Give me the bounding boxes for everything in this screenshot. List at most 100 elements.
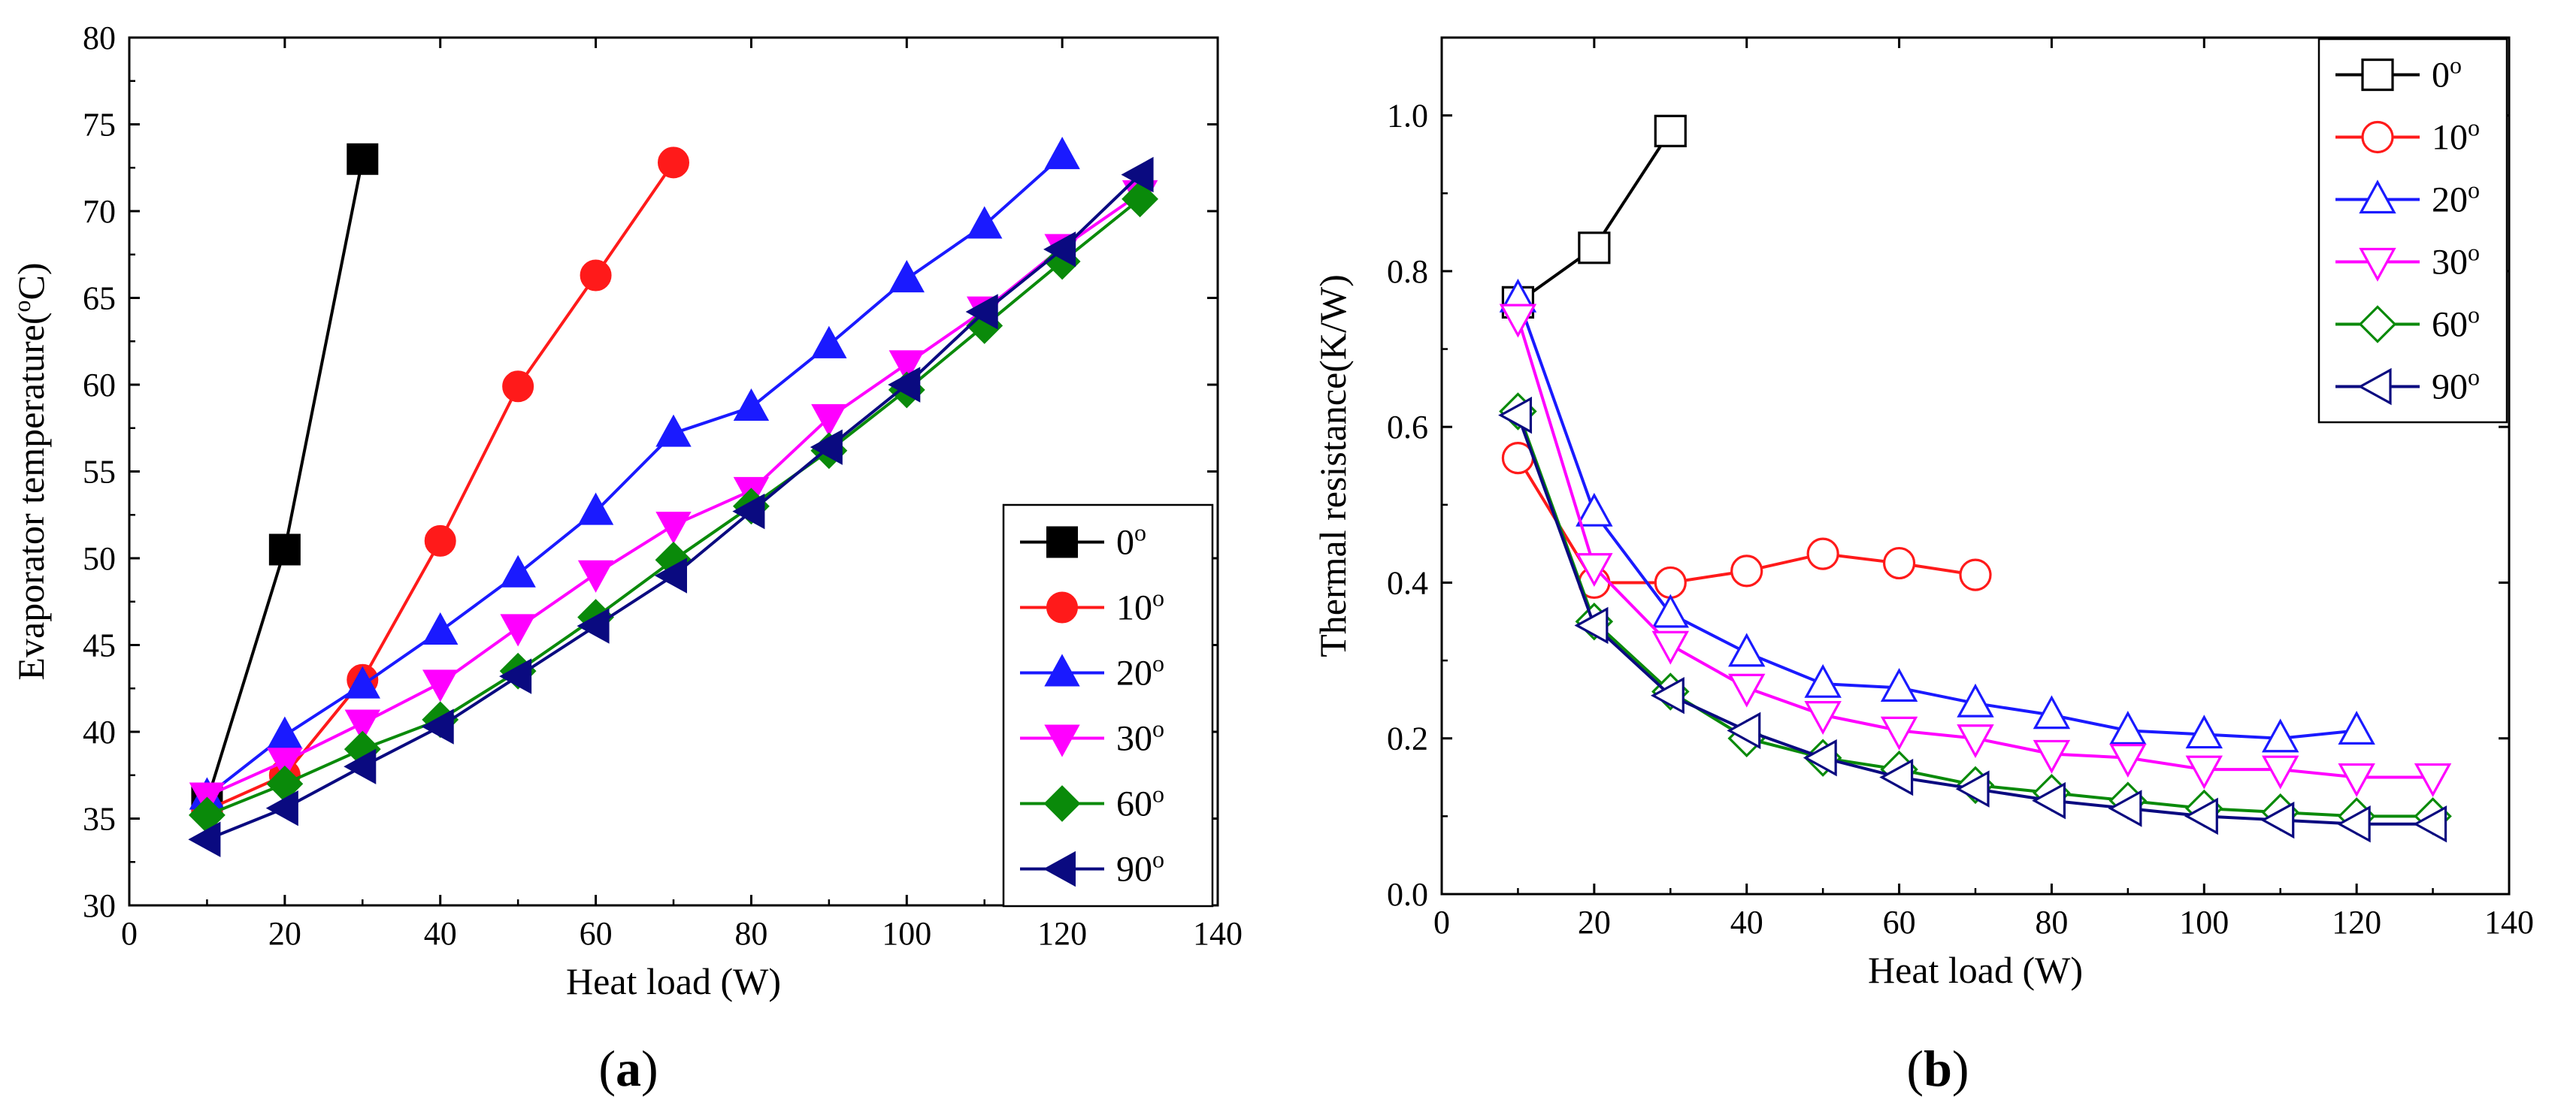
data-point-30o <box>811 403 847 437</box>
legend-item-0o: 0o <box>2335 52 2462 95</box>
x-axis-title: Heat load (W) <box>566 960 781 1002</box>
data-point-30o <box>1499 304 1537 338</box>
data-point-90o <box>2336 805 2371 843</box>
x-tick-label: 140 <box>1193 915 1243 952</box>
x-tick-label: 140 <box>2484 904 2534 941</box>
legend-label-20o: 20o <box>1116 650 1164 693</box>
data-point-90o <box>1650 677 1685 715</box>
data-point-20o <box>1880 668 1918 702</box>
data-point-20o <box>422 612 459 645</box>
y-tick-label: 0.0 <box>1387 876 1428 913</box>
data-point-20o <box>1957 683 1994 718</box>
y-tick-label: 35 <box>83 801 116 838</box>
panel-label-a: (a) <box>598 1040 658 1097</box>
series-line-90o <box>206 174 1141 842</box>
x-tick-label: 120 <box>2332 904 2381 941</box>
data-point-90o <box>1955 770 1990 808</box>
x-tick-label: 120 <box>1037 915 1087 952</box>
y-tick-label: 60 <box>83 367 116 403</box>
legend-item-60o: 60o <box>1020 781 1164 824</box>
x-axis-title: Heat load (W) <box>1868 949 2083 991</box>
data-point-30o <box>1576 553 1613 588</box>
data-point-30o <box>267 748 303 781</box>
legend-item-60o: 60o <box>2335 301 2480 345</box>
series-30o <box>1499 304 2452 797</box>
data-point-20o <box>2262 718 2299 753</box>
data-point-10o <box>580 259 612 292</box>
data-point-0o <box>1578 231 1611 264</box>
data-point-30o <box>1957 724 1994 759</box>
x-tick-label: 80 <box>734 915 767 952</box>
legend-label-0o: 0o <box>1116 519 1146 563</box>
data-point-90o <box>2413 805 2447 843</box>
legend-marker-60o <box>1043 785 1081 822</box>
data-point-10o <box>1806 537 1839 570</box>
x-tick-label: 100 <box>882 915 931 952</box>
data-point-20o <box>344 666 380 699</box>
y-axis-title: Evaporator temperature(oC) <box>8 262 52 680</box>
data-point-90o <box>2032 781 2066 820</box>
series-60o <box>1499 392 2452 835</box>
data-point-90o <box>654 557 687 594</box>
data-point-90o <box>2184 797 2218 835</box>
data-point-90o <box>265 790 298 826</box>
data-point-20o <box>811 325 847 358</box>
series-90o <box>188 156 1154 857</box>
series-20o <box>1499 278 2375 753</box>
x-tick-label: 20 <box>268 915 301 952</box>
data-point-20o <box>1728 633 1766 667</box>
data-point-30o <box>1728 673 1766 708</box>
series-line-60o <box>206 198 1141 817</box>
data-point-10o <box>1654 566 1687 600</box>
y-tick-label: 40 <box>83 714 116 751</box>
data-point-20o <box>1576 492 1613 527</box>
x-tick-label: 0 <box>121 915 138 952</box>
x-tick-label: 20 <box>1578 904 1611 941</box>
data-point-30o <box>2338 763 2375 797</box>
y-tick-label: 0.2 <box>1387 721 1428 757</box>
chart-panel-a: 0 20 40 60 80 100 120 140 30 35 40 45 50 55 60 65 70 75 80… <box>8 20 1243 1002</box>
series-line-20o <box>1516 298 2357 740</box>
legend-item-20o: 20o <box>1020 650 1164 693</box>
data-point-90o <box>888 367 921 403</box>
y-tick-label: 0.6 <box>1387 409 1428 446</box>
data-point-30o <box>1651 630 1689 665</box>
data-point-90o <box>1803 739 1837 777</box>
series-90o <box>1498 396 2447 843</box>
data-point-20o <box>2109 711 2147 745</box>
panel-label-b: (b) <box>1906 1040 1969 1097</box>
data-point-20o <box>2338 711 2375 745</box>
data-point-90o <box>1498 396 1533 434</box>
legend-marker-90o <box>1043 851 1076 887</box>
data-point-20o <box>1804 663 1842 698</box>
y-tick-label: 45 <box>83 627 116 664</box>
data-point-20o <box>655 414 692 447</box>
data-point-20o <box>888 260 925 293</box>
data-point-90o <box>2260 801 2295 839</box>
series-0o <box>1501 114 1687 319</box>
legend-marker-0o <box>2361 58 2394 92</box>
data-point-90o <box>499 658 532 694</box>
data-point-10o <box>502 370 534 403</box>
data-point-90o <box>810 429 843 465</box>
series-line-20o <box>206 154 1064 798</box>
data-point-20o <box>577 492 614 525</box>
data-point-30o <box>2033 739 2071 774</box>
data-point-90o <box>965 294 998 330</box>
legend-label-0o: 0o <box>2432 52 2462 95</box>
data-point-20o <box>1044 137 1080 170</box>
series-line-0o <box>1517 130 1672 304</box>
data-point-20o <box>267 716 303 749</box>
legend-item-10o: 10o <box>2335 114 2480 158</box>
data-point-20o <box>2033 695 2071 730</box>
legend-marker-10o <box>2361 120 2394 154</box>
y-tick-label: 80 <box>83 20 116 56</box>
legend-marker-20o <box>2359 180 2396 214</box>
data-point-20o <box>733 388 770 422</box>
data-point-30o <box>2109 744 2147 778</box>
x-tick-label: 40 <box>1730 904 1763 941</box>
data-point-10o <box>1959 558 1992 591</box>
y-tick-label: 1.0 <box>1387 98 1428 134</box>
